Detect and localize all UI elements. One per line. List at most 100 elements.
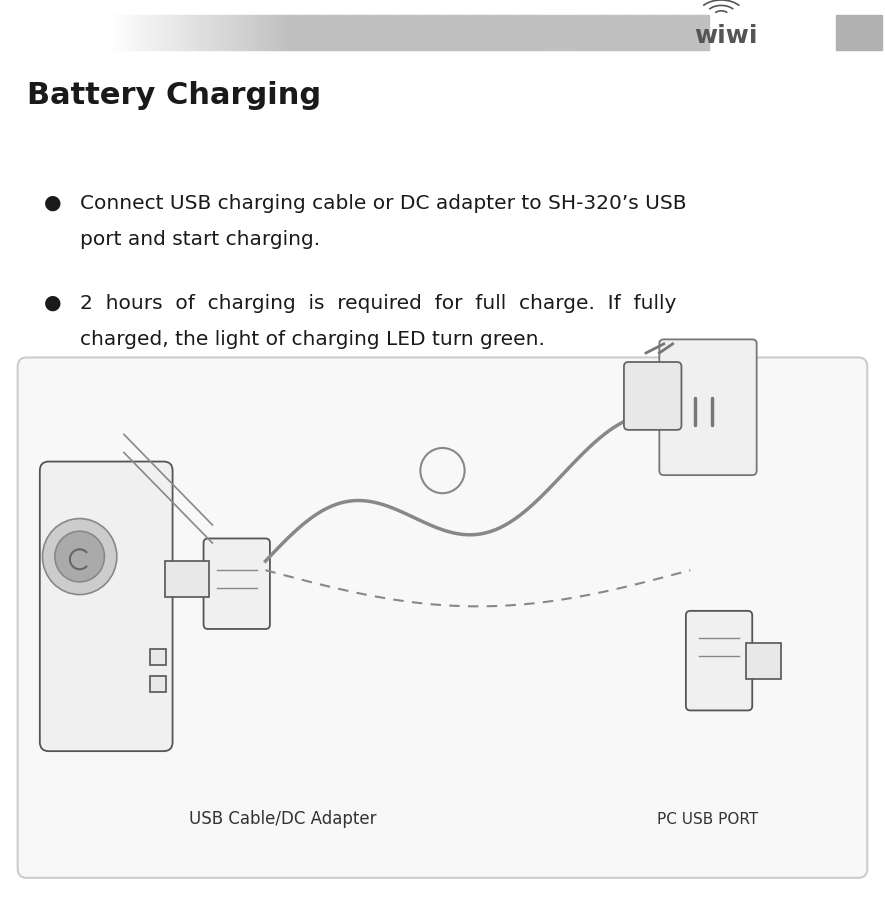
Bar [401,15,408,50]
Bar [203,15,210,50]
Bar [666,15,673,50]
Bar [635,15,643,50]
Text: 2  hours  of  charging  is  required  for  full  charge.  If  fully: 2 hours of charging is required for full… [80,294,676,312]
Bar [534,15,541,50]
Bar [642,15,649,50]
Bar [106,15,113,50]
Bar [149,15,155,50]
Bar [269,15,275,50]
Bar [293,15,300,50]
Bar [540,15,546,50]
Bar [431,15,438,50]
Bar [160,15,167,50]
Bar [377,15,384,50]
Bar [450,15,456,50]
Bar [209,15,215,50]
Bar [154,15,161,50]
Bar [497,15,504,50]
Bar [365,15,372,50]
Bar [130,15,137,50]
Bar [443,15,450,50]
Bar [690,15,696,50]
Bar [648,15,655,50]
Bar [413,15,420,50]
Bar [119,15,125,50]
Bar [389,15,396,50]
Circle shape [55,531,104,582]
Bar [304,15,312,50]
Bar [299,15,305,50]
Text: charged, the light of charging LED turn green.: charged, the light of charging LED turn … [80,330,544,348]
Bar [504,15,511,50]
Bar [353,15,360,50]
Bar [570,15,576,50]
Circle shape [42,519,117,595]
FancyBboxPatch shape [624,362,681,430]
Bar [263,15,270,50]
Bar [419,15,426,50]
FancyBboxPatch shape [18,357,867,878]
Bar [150,676,166,692]
Bar [214,15,221,50]
Bar [329,15,335,50]
Text: Battery Charging: Battery Charging [27,81,320,110]
Bar [624,15,631,50]
Bar [124,15,131,50]
Bar [684,15,691,50]
Bar [244,15,251,50]
Text: USB Cable/DC Adapter: USB Cable/DC Adapter [189,810,377,828]
Bar [190,15,197,50]
Bar [395,15,402,50]
Text: ●: ● [44,195,62,213]
Bar [311,15,318,50]
Bar [371,15,378,50]
Bar [227,15,234,50]
Bar [515,15,522,50]
Bar [407,15,414,50]
Bar [581,15,589,50]
Bar [437,15,444,50]
Bar [323,15,330,50]
Bar [510,15,516,50]
Bar [136,15,143,50]
Text: PC USB PORT: PC USB PORT [658,812,758,826]
Bar [467,15,474,50]
Bar [618,15,625,50]
Bar [281,15,288,50]
Bar [575,15,582,50]
Circle shape [420,448,465,493]
Bar [274,15,281,50]
Text: wiwi: wiwi [694,24,758,48]
Bar [630,15,636,50]
Bar [341,15,348,50]
Bar [527,15,535,50]
Bar [142,15,150,50]
FancyBboxPatch shape [204,538,270,629]
Bar [545,15,552,50]
Bar [485,15,492,50]
Bar [594,15,601,50]
Bar [480,15,486,50]
Bar [654,15,661,50]
Bar [179,15,185,50]
Bar [347,15,354,50]
Bar [696,15,703,50]
Bar [672,15,679,50]
Bar [491,15,498,50]
Bar [317,15,324,50]
Bar [359,15,366,50]
Bar [461,15,468,50]
FancyBboxPatch shape [40,462,173,751]
Bar [588,15,595,50]
Bar [239,15,245,50]
Bar [112,15,119,50]
Bar [746,643,781,679]
FancyBboxPatch shape [659,339,757,475]
Bar [660,15,666,50]
Bar [257,15,264,50]
Bar [173,15,180,50]
Bar [425,15,432,50]
Bar [233,15,240,50]
Bar [287,15,294,50]
Bar [196,15,204,50]
